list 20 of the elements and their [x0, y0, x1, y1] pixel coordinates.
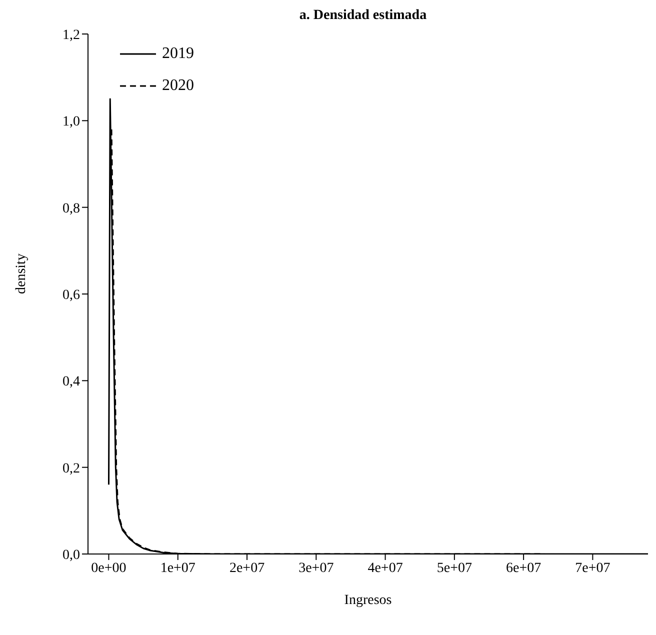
x-tick-label: 7e+07	[575, 560, 610, 576]
legend-label: 2019	[162, 45, 194, 63]
y-tick-label: 1,0	[62, 114, 80, 130]
x-tick-label: 2e+07	[229, 560, 265, 576]
x-tick-label: 6e+07	[506, 560, 542, 576]
x-axis-title: Ingresos	[344, 593, 392, 608]
x-tick-label: 0e+00	[91, 560, 126, 576]
y-tick-label: 0,2	[62, 461, 80, 476]
x-tick-label: 3e+07	[298, 560, 334, 576]
x-tick-label: 1e+07	[160, 560, 196, 576]
legend-label: 2020	[162, 77, 194, 95]
y-tick-label: 0,6	[62, 288, 80, 303]
y-tick-label: 1,2	[62, 28, 80, 43]
x-tick-label: 4e+07	[368, 560, 403, 576]
chart-title: a. Densidad estimada	[298, 8, 428, 24]
y-tick-label: 0,0	[62, 548, 80, 563]
y-axis-title: density	[14, 254, 29, 294]
y-tick-label: 0,4	[62, 374, 80, 390]
x-tick-label: 5e+07	[436, 560, 472, 576]
y-tick-label: 0,8	[62, 201, 80, 216]
